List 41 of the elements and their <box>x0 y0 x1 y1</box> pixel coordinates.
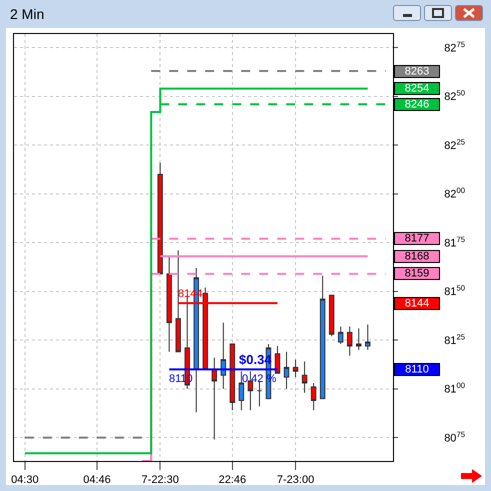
candlestick <box>166 256 172 352</box>
candlestick <box>356 328 362 350</box>
y-tick-label: 81$^{25}$ <box>444 332 466 347</box>
candlestick <box>212 357 218 440</box>
text: 8254 <box>404 82 430 94</box>
y-tick-label: 81$^{00}$ <box>444 381 466 396</box>
candlestick <box>328 294 334 337</box>
candlestick <box>365 324 370 350</box>
x-tick-label: 7-23:00 <box>276 474 314 486</box>
candlestick <box>230 344 236 411</box>
candlestick <box>238 370 244 411</box>
y-tick-label: 82$^{75}$ <box>444 40 466 54</box>
candlestick <box>256 380 262 407</box>
candlestick <box>302 361 308 394</box>
y-tick-label: 81$^{50}$ <box>444 284 466 298</box>
candlestick <box>346 326 352 356</box>
y-tick-label: 80$^{75}$ <box>444 430 466 444</box>
candlestick <box>220 322 226 390</box>
x-tick-label: 7-22:30 <box>142 474 179 486</box>
candlestick <box>320 275 326 400</box>
text: 8168 <box>404 250 430 262</box>
candlestick <box>284 351 290 390</box>
candlestick <box>157 162 163 274</box>
candlestick <box>274 345 280 374</box>
chart-title: 2 Min <box>10 6 44 22</box>
text: 8144 <box>404 298 430 310</box>
candlestick <box>292 359 298 378</box>
data-label: 8263 <box>404 66 430 78</box>
y-tick-label: 82$^{50}$ <box>444 88 466 104</box>
candlestick <box>338 326 344 345</box>
candlestick <box>310 382 316 411</box>
text: 8110 <box>405 364 429 376</box>
y-tick-label: 82$^{25}$ <box>444 137 466 152</box>
x-tick-label: 04:30 <box>11 474 39 486</box>
y-tick-label: 82$^{00}$ <box>444 186 466 201</box>
data-label: 8177 <box>404 232 430 244</box>
x-tick-label: 22:46 <box>218 474 246 486</box>
data-label: 8246 <box>404 98 430 110</box>
data-label: 8159 <box>404 268 430 280</box>
y-tick-label: 81$^{75}$ <box>444 234 466 250</box>
x-tick-label: 04:46 <box>83 474 111 486</box>
